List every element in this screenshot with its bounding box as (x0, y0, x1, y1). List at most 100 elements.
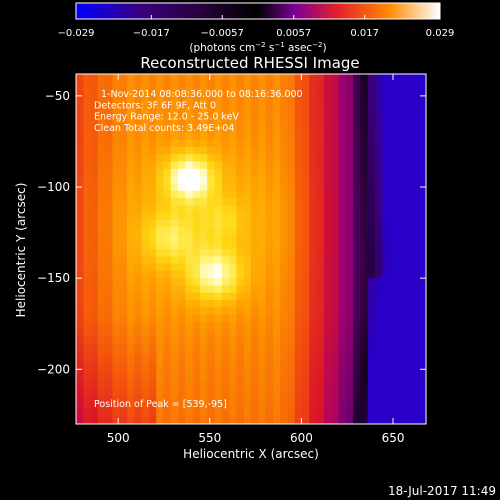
heatmap-cell (302, 394, 310, 403)
heatmap-cell (331, 336, 340, 345)
heatmap-cell (76, 380, 84, 389)
heatmap-cell (396, 197, 405, 206)
heatmap-cell (192, 365, 201, 374)
heatmap-cell (294, 74, 303, 82)
heatmap-cell (396, 132, 405, 141)
heatmap-cell (156, 161, 165, 170)
heatmap-cell (127, 176, 135, 184)
heatmap-cell (374, 278, 383, 287)
heatmap-cell (214, 81, 223, 90)
heatmap-cell (360, 154, 369, 163)
heatmap-cell (83, 125, 92, 133)
heatmap-cell (360, 402, 369, 411)
heatmap-cell (192, 270, 201, 279)
heatmap-cell (236, 263, 245, 272)
heatmap-cell (272, 132, 281, 141)
heatmap-cell (374, 161, 383, 170)
heatmap-cell (323, 270, 332, 279)
heatmap-cell (280, 256, 289, 265)
heatmap-cell (141, 343, 150, 352)
heatmap-cell (367, 321, 376, 330)
heatmap-cell (229, 81, 238, 90)
heatmap-cell (396, 205, 405, 214)
heatmap-cell (112, 372, 121, 381)
heatmap-cell (178, 300, 186, 308)
heatmap-cell (411, 300, 420, 308)
heatmap-cell (258, 351, 267, 359)
heatmap-cell (338, 95, 347, 104)
heatmap-cell (229, 132, 238, 141)
heatmap-cell (119, 387, 128, 396)
heatmap-cell (170, 409, 179, 418)
heatmap-cell (323, 321, 332, 330)
heatmap-cell (170, 300, 179, 308)
heatmap-cell (170, 358, 179, 367)
heatmap-cell (287, 227, 296, 236)
heatmap-cell (199, 74, 208, 82)
heatmap-cell (258, 197, 267, 206)
heatmap-cell (302, 110, 310, 119)
heatmap-cell (134, 146, 143, 155)
heatmap-cell (214, 402, 223, 411)
heatmap-cell (105, 227, 114, 236)
heatmap-cell (258, 176, 267, 184)
heatmap-cell (83, 307, 92, 316)
heatmap-cell (265, 270, 274, 279)
heatmap-cell (258, 292, 267, 301)
heatmap-cell (251, 103, 259, 112)
heatmap-cell (345, 227, 354, 236)
heatmap-cell (199, 139, 208, 148)
heatmap-cell (243, 219, 252, 228)
heatmap-cell (192, 168, 201, 177)
heatmap-cell (287, 74, 296, 82)
heatmap-cell (214, 212, 223, 221)
heatmap-cell (411, 256, 420, 265)
heatmap-cell (134, 234, 143, 243)
heatmap-cell (396, 270, 405, 279)
heatmap-cell (112, 212, 121, 221)
heatmap-cell (127, 263, 135, 272)
heatmap-cell (229, 358, 238, 367)
heatmap-cell (272, 197, 281, 206)
heatmap-cell (272, 372, 281, 381)
heatmap-cell (360, 343, 369, 352)
heatmap-cell (258, 394, 267, 403)
heatmap-cell (163, 416, 172, 424)
heatmap-cell (207, 336, 216, 345)
heatmap-cell (170, 256, 179, 265)
heatmap-cell (199, 314, 208, 323)
heatmap-cell (331, 205, 340, 214)
heatmap-cell (97, 197, 106, 206)
heatmap-cell (323, 343, 332, 352)
heatmap-cell (411, 95, 420, 104)
heatmap-cell (316, 329, 325, 338)
heatmap-cell (338, 285, 347, 294)
heatmap-cell (360, 125, 369, 133)
heatmap-cell (243, 336, 252, 345)
heatmap-cell (280, 168, 289, 177)
heatmap-cell (170, 103, 179, 112)
heatmap-cell (192, 95, 201, 104)
heatmap-cell (258, 95, 267, 104)
heatmap-cell (127, 394, 135, 403)
heatmap-cell (360, 365, 369, 374)
heatmap-cell (389, 278, 398, 287)
heatmap-cell (112, 394, 121, 403)
heatmap-cell (83, 336, 92, 345)
heatmap-cell (338, 372, 347, 381)
heatmap-cell (119, 351, 128, 359)
heatmap-cell (105, 139, 114, 148)
heatmap-cell (411, 336, 420, 345)
heatmap-cell (389, 227, 398, 236)
heatmap-cell (396, 154, 405, 163)
heatmap-cell (323, 219, 332, 228)
heatmap-cell (178, 241, 186, 250)
heatmap-cell (251, 176, 259, 184)
heatmap-cell (316, 176, 325, 184)
heatmap-cell (163, 321, 172, 330)
heatmap-cell (418, 146, 426, 155)
heatmap-cell (294, 219, 303, 228)
heatmap-cell (265, 132, 274, 141)
heatmap-cell (374, 365, 383, 374)
heatmap-cell (236, 380, 245, 389)
